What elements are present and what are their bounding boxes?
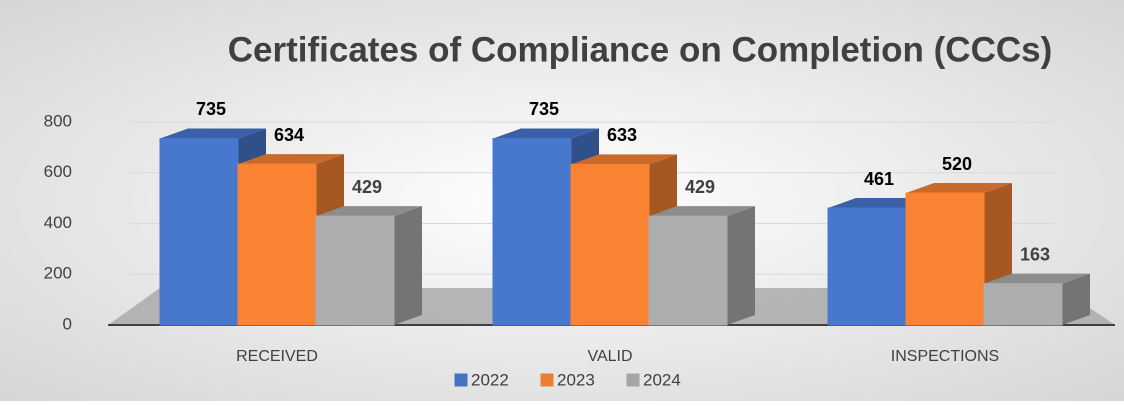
data-label: 429 [685,177,715,197]
y-tick-label: 400 [44,213,72,232]
legend-label: 2023 [557,370,595,389]
bar-top [493,128,599,139]
legend-swatch [540,373,554,387]
y-tick-label: 600 [44,162,72,181]
x-tick-label: RECEIVED [236,348,318,365]
bar-top [238,154,344,165]
bar [237,163,317,326]
bar-side [1062,273,1090,325]
bar-side [394,206,422,325]
plot: 0 200 400 600 800 RECEIVED VALID INSPECTIONS 735… [44,99,1090,389]
bar-side [727,206,755,325]
bar-top [316,206,422,217]
bar [983,283,1063,326]
y-tick-label: 800 [44,111,72,130]
data-label: 429 [352,177,382,197]
data-label: 634 [274,125,304,145]
bar [905,192,985,326]
bar-top [160,128,266,139]
x-tick-label: VALID [587,348,632,365]
chart-title: Certificates of Compliance on Completion… [228,30,1053,69]
y-tick-label: 200 [44,264,72,283]
data-label: 520 [942,154,972,174]
legend-swatch [626,373,640,387]
bar [492,137,572,326]
legend-swatch [454,373,468,387]
bar-top [984,273,1090,284]
bar-top [906,183,1012,194]
data-label: 735 [529,99,559,119]
data-label: 633 [607,125,637,145]
bar [648,215,728,326]
bar-top [571,154,677,165]
bar [570,163,650,326]
x-tick-label: INSPECTIONS [891,348,999,365]
bar [159,137,239,326]
data-label: 735 [196,99,226,119]
legend-label: 2024 [643,370,681,389]
data-label: 461 [864,169,894,189]
legend-label: 2022 [471,370,509,389]
data-label: 163 [1020,244,1050,264]
bar [315,215,395,326]
y-tick-label: 0 [63,314,72,333]
bar [827,207,907,326]
bar-top [649,206,755,217]
